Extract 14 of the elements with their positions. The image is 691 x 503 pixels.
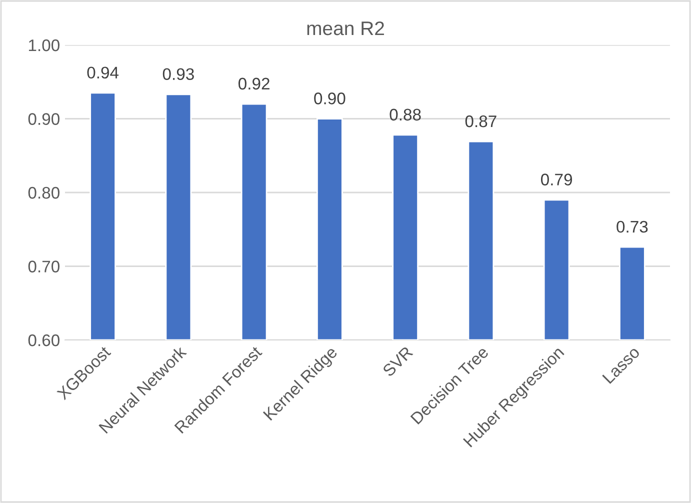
chart-title: mean R2 <box>307 21 384 36</box>
y-tick-label: 0.70 <box>28 260 60 272</box>
data-label: 0.87 <box>465 115 496 128</box>
data-label: 0.92 <box>238 78 270 90</box>
data-label: 0.94 <box>87 66 119 79</box>
data-label: 0.93 <box>162 68 194 80</box>
y-tick-label: 1.00 <box>28 39 60 52</box>
data-label: 0.88 <box>390 108 421 121</box>
y-tick-label: 0.90 <box>28 113 60 125</box>
data-label: 0.79 <box>540 174 572 186</box>
data-label: 0.90 <box>314 92 346 104</box>
data-label: 0.73 <box>616 220 648 233</box>
y-tick-label: 0.60 <box>28 334 60 346</box>
y-tick-label: 0.80 <box>28 186 60 199</box>
